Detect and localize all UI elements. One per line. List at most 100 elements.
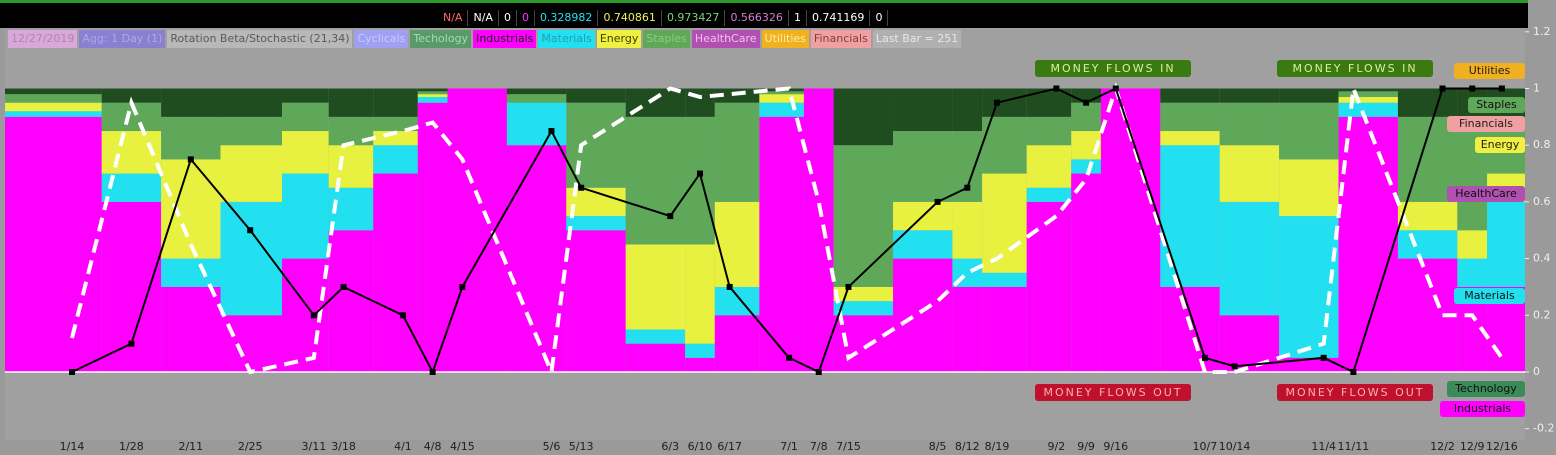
y-tick-label: 0.6 — [1533, 195, 1551, 208]
stack-segment — [506, 94, 567, 103]
line-marker — [845, 283, 852, 290]
stack-segment — [220, 116, 283, 146]
series-tag-box — [1468, 97, 1525, 113]
line-marker — [310, 312, 317, 319]
line-marker — [1231, 363, 1238, 370]
series-tag-box — [1454, 288, 1525, 304]
header-cell: 0 — [517, 10, 535, 26]
x-tick-label: 12/2 — [1430, 440, 1455, 453]
stack-segment — [952, 88, 983, 132]
line-marker — [429, 369, 436, 375]
series-tag: Staples — [1476, 98, 1517, 111]
stack-segment — [5, 111, 102, 117]
header-cell: 0 — [870, 10, 889, 26]
stack-segment — [1160, 88, 1220, 103]
annotation-box — [1277, 60, 1433, 77]
x-tick-label: 9/16 — [1103, 440, 1128, 453]
stack-segment — [220, 145, 283, 202]
series-tag-box — [1440, 401, 1525, 417]
x-tick-label: 8/19 — [985, 440, 1010, 453]
stack-segment — [982, 272, 1027, 287]
line-marker — [1439, 85, 1446, 92]
line-marker — [1201, 354, 1208, 361]
line-marker — [993, 99, 1000, 106]
stack-segment — [1160, 131, 1220, 146]
stack-segment — [759, 102, 804, 117]
stack-segment — [161, 88, 221, 117]
y-tick-label: 0 — [1533, 365, 1540, 378]
x-tick-label: 5/13 — [569, 440, 594, 453]
line-marker — [459, 283, 466, 290]
legend-item: 12/27/2019 — [8, 30, 78, 48]
stack-segment — [1457, 230, 1488, 259]
line-marker — [247, 227, 254, 234]
stack-segment — [417, 91, 448, 95]
stack-segment — [328, 230, 374, 372]
annotation: MONEY FLOWS IN — [1050, 62, 1175, 75]
stack-segment — [5, 116, 102, 372]
stack-segment — [566, 230, 626, 372]
stack-segment — [833, 145, 894, 287]
series-tag: Materials — [1464, 289, 1515, 302]
stack-segment — [714, 88, 760, 103]
annotation-box — [1035, 60, 1191, 77]
header-cell: 0.740861 — [598, 10, 662, 26]
x-tick-label: 5/6 — [543, 440, 561, 453]
header-cell: N/A — [468, 10, 499, 26]
stack-segment — [625, 343, 686, 372]
stack-segment — [714, 286, 760, 316]
line-marker — [578, 184, 585, 191]
stack-segment — [982, 173, 1027, 273]
x-tick-label: 4/8 — [424, 440, 442, 453]
x-tick-label: 11/11 — [1338, 440, 1370, 453]
x-tick-label: 6/3 — [661, 440, 679, 453]
series-tag-box — [1454, 63, 1525, 79]
stack-segment — [220, 201, 283, 316]
stack-segment — [625, 244, 686, 330]
stack-segment — [1487, 201, 1525, 287]
stack-segment — [447, 88, 507, 372]
stack-segment — [952, 131, 983, 202]
stack-segment — [566, 88, 626, 103]
stack-segment — [282, 131, 329, 174]
stack-segment — [1071, 173, 1101, 372]
series-tag-box — [1447, 186, 1525, 202]
x-tick-label: 7/15 — [836, 440, 861, 453]
legend-item: Materials — [538, 30, 595, 48]
x-tick-label: 8/5 — [929, 440, 947, 453]
stack-segment — [1279, 88, 1339, 103]
x-tick-label: 4/1 — [394, 440, 412, 453]
stack-segment — [1219, 102, 1280, 146]
stack-segment — [833, 286, 894, 302]
stack-segment — [893, 230, 953, 259]
stack-segment — [506, 102, 567, 146]
stack-segment — [5, 94, 102, 103]
stack-segment — [714, 315, 760, 372]
y-tick-label: 0.8 — [1533, 138, 1551, 151]
stack-segment — [1397, 230, 1458, 259]
stack-segment — [1071, 102, 1101, 132]
stack-segment — [282, 88, 329, 103]
line-marker — [1083, 99, 1090, 106]
annotation-box — [1277, 384, 1433, 401]
line-marker — [667, 213, 674, 220]
x-tick-label: 6/10 — [688, 440, 713, 453]
x-tick-label: 7/1 — [780, 440, 798, 453]
stack-segment — [1071, 159, 1101, 174]
stack-segment — [373, 145, 418, 174]
annotation: MONEY FLOWS OUT — [1043, 386, 1182, 399]
stack-segment — [417, 88, 448, 92]
stack-segment — [373, 88, 418, 117]
line-marker — [1320, 354, 1327, 361]
y-tick-label: 1 — [1533, 82, 1540, 95]
legend-item: Last Bar = 251 — [872, 30, 962, 48]
line-marker — [128, 340, 135, 347]
legend-item: Cyclicals — [354, 30, 409, 48]
x-tick-label: 10/7 — [1193, 440, 1218, 453]
stack-segment — [5, 88, 102, 95]
x-tick-label: 3/18 — [331, 440, 356, 453]
header-cell: 0.328982 — [535, 10, 599, 26]
stack-segment — [833, 88, 894, 146]
stack-segment — [833, 315, 894, 372]
line-marker — [934, 198, 941, 205]
